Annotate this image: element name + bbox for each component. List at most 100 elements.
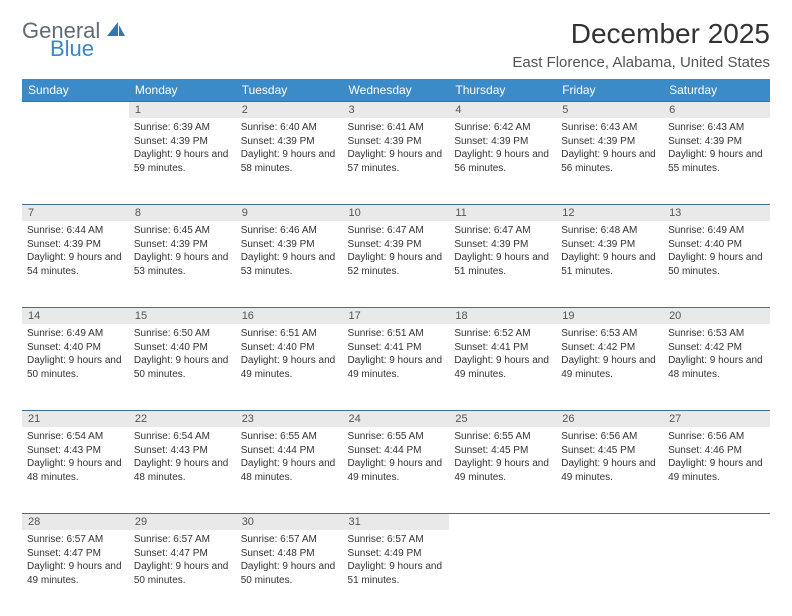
daylight-text: Daylight: 9 hours and 49 minutes. [241, 354, 338, 381]
logo-word-2: Blue [50, 36, 94, 62]
sunset-text: Sunset: 4:39 PM [561, 135, 658, 149]
daylight-text: Daylight: 9 hours and 48 minutes. [668, 354, 765, 381]
sunrise-text: Sunrise: 6:39 AM [134, 121, 231, 135]
sunset-text: Sunset: 4:43 PM [27, 444, 124, 458]
weekday-header-row: Sunday Monday Tuesday Wednesday Thursday… [22, 79, 770, 101]
daylight-text: Daylight: 9 hours and 58 minutes. [241, 148, 338, 175]
sunrise-text: Sunrise: 6:56 AM [561, 430, 658, 444]
day-cell: Sunrise: 6:49 AMSunset: 4:40 PMDaylight:… [663, 221, 770, 307]
daylight-text: Daylight: 9 hours and 50 minutes. [668, 251, 765, 278]
daylight-text: Daylight: 9 hours and 53 minutes. [241, 251, 338, 278]
daylight-text: Daylight: 9 hours and 50 minutes. [134, 354, 231, 381]
sunrise-text: Sunrise: 6:41 AM [348, 121, 445, 135]
day-number: 17 [343, 307, 450, 324]
day-cell [449, 530, 556, 616]
day-cell: Sunrise: 6:48 AMSunset: 4:39 PMDaylight:… [556, 221, 663, 307]
sunrise-text: Sunrise: 6:45 AM [134, 224, 231, 238]
day-number: 9 [236, 204, 343, 221]
daylight-text: Daylight: 9 hours and 48 minutes. [134, 457, 231, 484]
location: East Florence, Alabama, United States [512, 54, 770, 71]
day-number: 15 [129, 307, 236, 324]
day-number: 16 [236, 307, 343, 324]
day-cell: Sunrise: 6:47 AMSunset: 4:39 PMDaylight:… [343, 221, 450, 307]
day-number: 20 [663, 307, 770, 324]
daylight-text: Daylight: 9 hours and 49 minutes. [348, 354, 445, 381]
day-cell: Sunrise: 6:51 AMSunset: 4:40 PMDaylight:… [236, 324, 343, 410]
sunrise-text: Sunrise: 6:50 AM [134, 327, 231, 341]
sunrise-text: Sunrise: 6:57 AM [241, 533, 338, 547]
daylight-text: Daylight: 9 hours and 48 minutes. [241, 457, 338, 484]
day-number: 19 [556, 307, 663, 324]
sunrise-text: Sunrise: 6:54 AM [27, 430, 124, 444]
daynum-row: 14151617181920 [22, 307, 770, 324]
sunrise-text: Sunrise: 6:43 AM [668, 121, 765, 135]
day-number: 10 [343, 204, 450, 221]
sunset-text: Sunset: 4:39 PM [454, 135, 551, 149]
sunrise-text: Sunrise: 6:49 AM [27, 327, 124, 341]
sunset-text: Sunset: 4:39 PM [454, 238, 551, 252]
day-number: 24 [343, 410, 450, 427]
sunset-text: Sunset: 4:39 PM [27, 238, 124, 252]
day-number: 5 [556, 101, 663, 118]
day-number [22, 101, 129, 106]
daylight-text: Daylight: 9 hours and 51 minutes. [561, 251, 658, 278]
sunrise-text: Sunrise: 6:55 AM [348, 430, 445, 444]
sunrise-text: Sunrise: 6:44 AM [27, 224, 124, 238]
weekday-header: Tuesday [236, 79, 343, 101]
sunrise-text: Sunrise: 6:56 AM [668, 430, 765, 444]
daylight-text: Daylight: 9 hours and 48 minutes. [27, 457, 124, 484]
sunset-text: Sunset: 4:41 PM [454, 341, 551, 355]
day-cell: Sunrise: 6:57 AMSunset: 4:47 PMDaylight:… [129, 530, 236, 616]
sunset-text: Sunset: 4:45 PM [561, 444, 658, 458]
week-row: Sunrise: 6:39 AMSunset: 4:39 PMDaylight:… [22, 118, 770, 204]
sunrise-text: Sunrise: 6:53 AM [668, 327, 765, 341]
sunset-text: Sunset: 4:44 PM [241, 444, 338, 458]
sunset-text: Sunset: 4:40 PM [134, 341, 231, 355]
logo: General Blue [22, 18, 125, 44]
sail-icon [107, 22, 125, 36]
sunset-text: Sunset: 4:41 PM [348, 341, 445, 355]
daylight-text: Daylight: 9 hours and 56 minutes. [454, 148, 551, 175]
daylight-text: Daylight: 9 hours and 50 minutes. [27, 354, 124, 381]
day-cell: Sunrise: 6:57 AMSunset: 4:47 PMDaylight:… [22, 530, 129, 616]
weekday-header: Friday [556, 79, 663, 101]
day-number: 22 [129, 410, 236, 427]
day-number: 4 [449, 101, 556, 118]
day-cell: Sunrise: 6:50 AMSunset: 4:40 PMDaylight:… [129, 324, 236, 410]
daylight-text: Daylight: 9 hours and 49 minutes. [561, 457, 658, 484]
header: General Blue December 2025 East Florence… [22, 18, 770, 71]
sunset-text: Sunset: 4:39 PM [668, 135, 765, 149]
daylight-text: Daylight: 9 hours and 49 minutes. [454, 457, 551, 484]
daylight-text: Daylight: 9 hours and 54 minutes. [27, 251, 124, 278]
sunset-text: Sunset: 4:39 PM [348, 238, 445, 252]
sunset-text: Sunset: 4:39 PM [134, 135, 231, 149]
day-cell: Sunrise: 6:40 AMSunset: 4:39 PMDaylight:… [236, 118, 343, 204]
day-cell: Sunrise: 6:39 AMSunset: 4:39 PMDaylight:… [129, 118, 236, 204]
day-number: 26 [556, 410, 663, 427]
day-cell: Sunrise: 6:46 AMSunset: 4:39 PMDaylight:… [236, 221, 343, 307]
day-cell: Sunrise: 6:56 AMSunset: 4:45 PMDaylight:… [556, 427, 663, 513]
day-number: 11 [449, 204, 556, 221]
sunrise-text: Sunrise: 6:47 AM [348, 224, 445, 238]
sunrise-text: Sunrise: 6:57 AM [348, 533, 445, 547]
sunset-text: Sunset: 4:48 PM [241, 547, 338, 561]
day-cell: Sunrise: 6:51 AMSunset: 4:41 PMDaylight:… [343, 324, 450, 410]
sunset-text: Sunset: 4:40 PM [241, 341, 338, 355]
day-number: 25 [449, 410, 556, 427]
day-number: 8 [129, 204, 236, 221]
daylight-text: Daylight: 9 hours and 50 minutes. [134, 560, 231, 587]
sunrise-text: Sunrise: 6:40 AM [241, 121, 338, 135]
day-cell: Sunrise: 6:53 AMSunset: 4:42 PMDaylight:… [663, 324, 770, 410]
day-number: 12 [556, 204, 663, 221]
day-cell: Sunrise: 6:55 AMSunset: 4:44 PMDaylight:… [236, 427, 343, 513]
sunrise-text: Sunrise: 6:54 AM [134, 430, 231, 444]
sunrise-text: Sunrise: 6:57 AM [134, 533, 231, 547]
daylight-text: Daylight: 9 hours and 57 minutes. [348, 148, 445, 175]
day-number: 13 [663, 204, 770, 221]
weekday-header: Sunday [22, 79, 129, 101]
sunset-text: Sunset: 4:39 PM [348, 135, 445, 149]
sunrise-text: Sunrise: 6:42 AM [454, 121, 551, 135]
day-number: 2 [236, 101, 343, 118]
sunrise-text: Sunrise: 6:51 AM [348, 327, 445, 341]
day-cell: Sunrise: 6:47 AMSunset: 4:39 PMDaylight:… [449, 221, 556, 307]
